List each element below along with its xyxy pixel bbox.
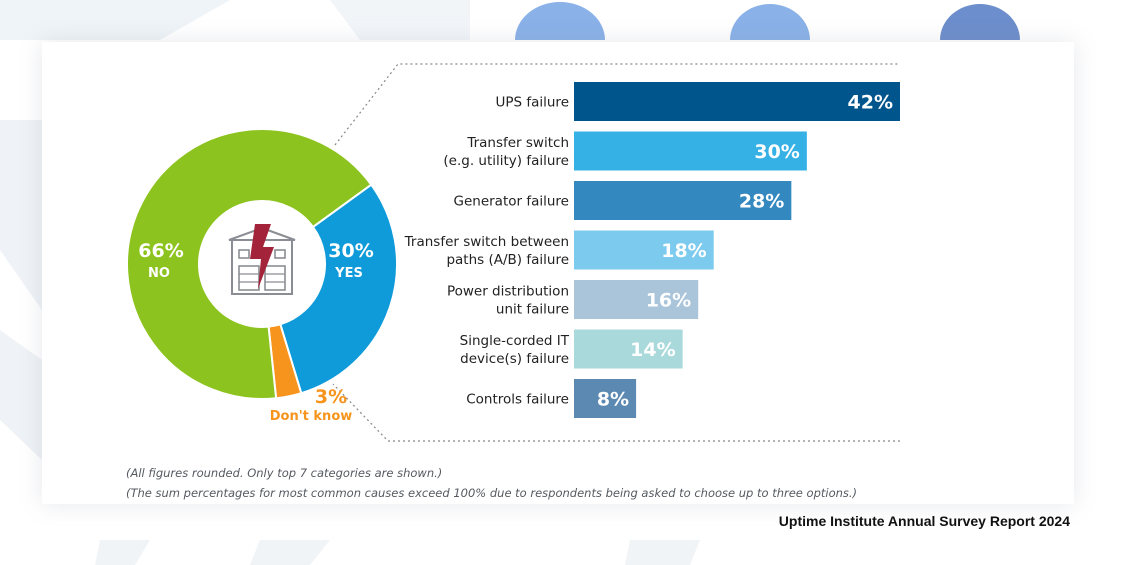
bar-2 bbox=[574, 181, 792, 220]
bar-category-label-4-0: Power distribution bbox=[447, 284, 569, 300]
donut-label-dontknow-value: 3% bbox=[315, 386, 347, 408]
donut-label-yes: YES bbox=[334, 266, 363, 281]
footnote-rounding: (All figures rounded. Only top 7 categor… bbox=[126, 466, 443, 480]
bar-value-label-3: 18% bbox=[661, 240, 706, 262]
bar-1 bbox=[574, 131, 807, 171]
donut-labels: 66% NO 30% YES 3%Don't know bbox=[138, 240, 373, 424]
bar-4 bbox=[574, 280, 699, 319]
donut-label-no-value: 66% bbox=[138, 240, 183, 262]
bar-category-label-6-0: Controls failure bbox=[466, 392, 569, 408]
footnote-sum: (The sum percentages for most common cau… bbox=[126, 486, 858, 500]
callout-dotted-outline bbox=[332, 63, 900, 442]
bar-value-label-1: 30% bbox=[754, 141, 799, 163]
bar-category-label-5-1: device(s) failure bbox=[460, 351, 569, 367]
bar-value-label-4: 16% bbox=[646, 290, 691, 312]
source-credit: Uptime Institute Annual Survey Report 20… bbox=[778, 513, 1070, 529]
bar-value-label-0: 42% bbox=[848, 92, 893, 114]
power-outage-building-icon bbox=[199, 201, 325, 327]
bar-category-label-1-1: (e.g. utility) failure bbox=[443, 153, 569, 169]
donut-label-no: NO bbox=[148, 266, 170, 281]
bar-category-label-4-1: unit failure bbox=[496, 302, 569, 318]
bar-value-label-5: 14% bbox=[630, 339, 675, 361]
bar-6 bbox=[574, 379, 637, 418]
bar-5 bbox=[574, 329, 683, 369]
bar-category-label-0-0: UPS failure bbox=[495, 95, 569, 111]
bar-category-label-1-0: Transfer switch bbox=[466, 135, 569, 151]
bar-category-label-2-0: Generator failure bbox=[454, 194, 570, 210]
bar-category-label-3-0: Transfer switch between bbox=[404, 234, 569, 250]
bar-0 bbox=[574, 82, 900, 121]
bar-category-label-3-1: paths (A/B) failure bbox=[446, 252, 569, 268]
donut-chart bbox=[126, 128, 398, 400]
bar-value-label-2: 28% bbox=[739, 191, 784, 213]
bar-value-label-6: 8% bbox=[597, 389, 629, 411]
donut-label-dontknow: Don't know bbox=[270, 409, 353, 424]
bar-chart: 42% UPS failure 30% Transfer switch (e.g. ut… bbox=[404, 82, 900, 418]
bar-category-label-5-0: Single-corded IT bbox=[460, 333, 570, 349]
bar-3 bbox=[574, 230, 714, 270]
donut-label-yes-value: 30% bbox=[328, 240, 373, 262]
